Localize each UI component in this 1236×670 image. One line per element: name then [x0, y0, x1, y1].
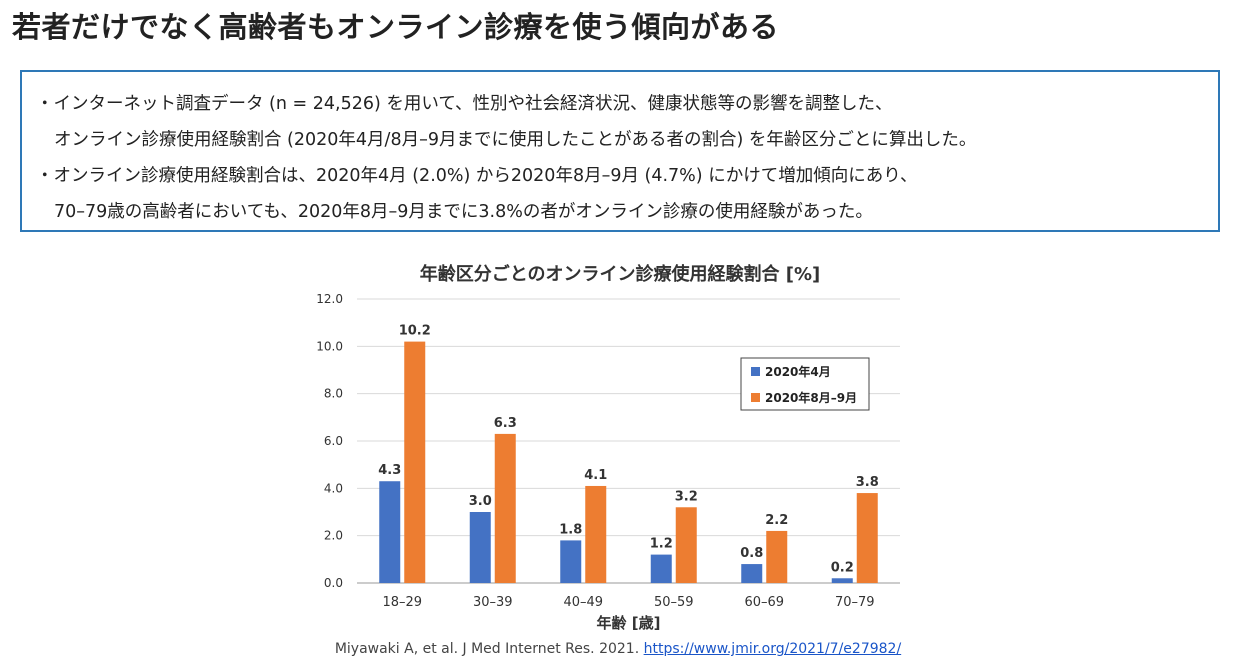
- y-tick-label: 0.0: [324, 576, 343, 590]
- citation-link[interactable]: https://www.jmir.org/2021/7/e27982/: [643, 641, 902, 657]
- data-label: 3.2: [675, 489, 698, 504]
- data-label: 10.2: [399, 324, 431, 339]
- y-tick-label: 4.0: [324, 481, 343, 495]
- bar-aug-sep: [766, 530, 788, 583]
- bar-aug-sep: [494, 433, 516, 583]
- x-tick-label: 40–49: [563, 595, 603, 610]
- bar-apr: [379, 481, 401, 583]
- data-label: 0.8: [740, 546, 763, 561]
- y-tick-label: 10.0: [316, 339, 343, 353]
- citation-text: Miyawaki A, et al. J Med Internet Res. 2…: [334, 641, 644, 657]
- bar-aug-sep: [404, 341, 426, 583]
- bullet-2-line-2: 70–79歳の高齢者においても、2020年8月–9月までに3.8%の者がオンライ…: [54, 202, 873, 222]
- data-label: 4.3: [378, 463, 401, 478]
- data-label: 1.2: [650, 537, 673, 552]
- data-label: 3.8: [856, 475, 879, 490]
- bar-aug-sep: [585, 485, 607, 583]
- bullet-2-line-1: ・オンライン診療使用経験割合は、2020年4月 (2.0%) から2020年8月…: [36, 166, 918, 186]
- legend-label: 2020年4月: [765, 364, 831, 379]
- y-tick-label: 6.0: [324, 434, 343, 448]
- x-tick-label: 18–29: [382, 595, 422, 610]
- bullet-1-line-2: オンライン診療使用経験割合 (2020年4月/8月–9月までに使用したことがある…: [54, 130, 977, 150]
- data-label: 3.0: [469, 494, 492, 509]
- y-tick-label: 2.0: [324, 529, 343, 543]
- legend-swatch: [751, 393, 760, 402]
- page-title: 若者だけでなく高齢者もオンライン診療を使う傾向がある: [12, 10, 780, 44]
- bar-apr: [469, 512, 491, 583]
- x-tick-label: 70–79: [835, 595, 875, 610]
- citation: Miyawaki A, et al. J Med Internet Res. 2…: [0, 641, 1236, 657]
- y-tick-label: 8.0: [324, 387, 343, 401]
- x-tick-label: 50–59: [654, 595, 694, 610]
- data-label: 2.2: [765, 513, 788, 528]
- chart-title: 年齢区分ごとのオンライン診療使用経験割合 [%]: [420, 263, 821, 285]
- bar-apr: [560, 540, 582, 583]
- bar-chart: 年齢区分ごとのオンライン診療使用経験割合 [%] 0.0 2.0 4.0 6.0 8.0 1…: [316, 263, 900, 632]
- bullet-1-line-1: ・インターネット調査データ (n = 24,526) を用いて、性別や社会経済状…: [36, 94, 893, 114]
- data-label: 1.8: [559, 522, 582, 537]
- x-axis-label: 年齢 [歳]: [597, 614, 661, 632]
- x-tick-label: 30–39: [473, 595, 513, 610]
- data-label: 6.3: [494, 416, 517, 431]
- legend-swatch: [751, 367, 760, 376]
- legend-box: [740, 357, 870, 411]
- y-tick-label: 12.0: [316, 292, 343, 306]
- x-tick-label: 60–69: [744, 595, 784, 610]
- bar-aug-sep: [856, 493, 878, 583]
- bar-aug-sep: [675, 507, 697, 583]
- summary-box: ・インターネット調査データ (n = 24,526) を用いて、性別や社会経済状…: [20, 70, 1220, 232]
- data-label: 4.1: [584, 468, 607, 483]
- data-label: 0.2: [831, 560, 854, 575]
- bar-apr: [650, 554, 672, 583]
- legend-label: 2020年8月–9月: [765, 390, 857, 405]
- bar-apr: [831, 578, 853, 583]
- bar-apr: [741, 564, 763, 583]
